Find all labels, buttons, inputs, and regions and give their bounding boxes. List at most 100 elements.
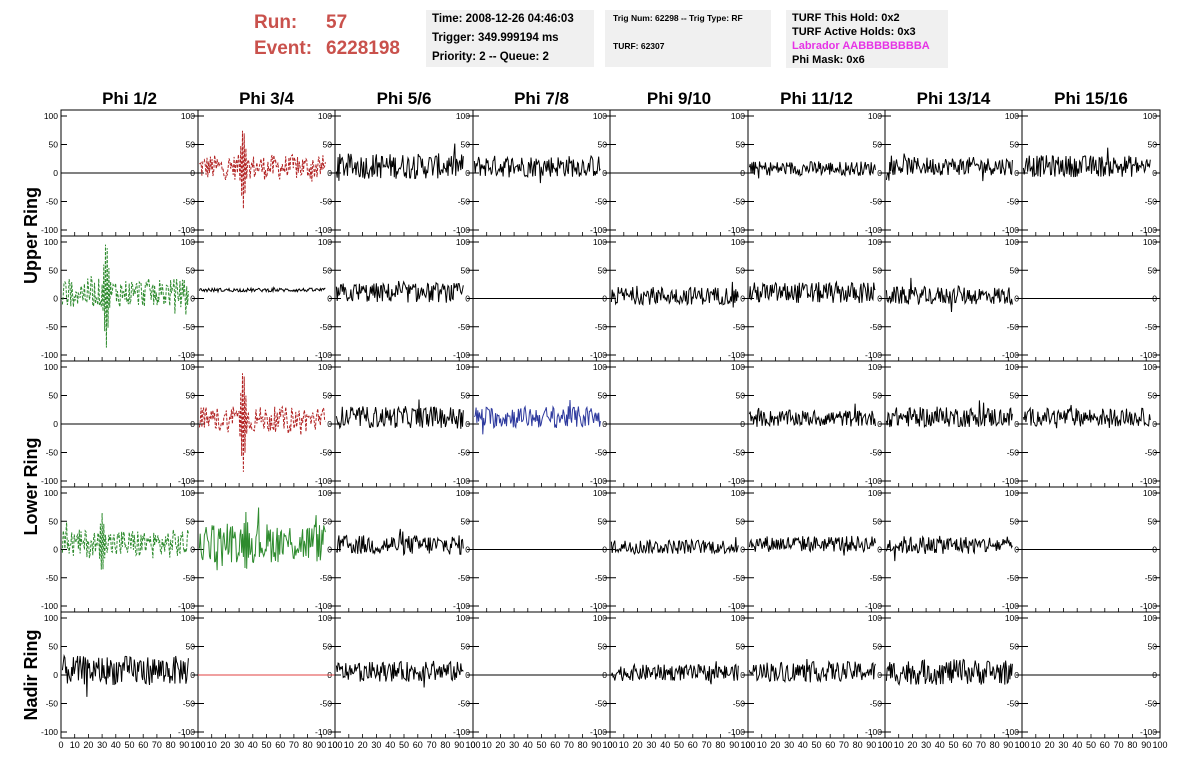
y-tick-label: 100 bbox=[1005, 237, 1019, 247]
y-tick-label: -50 bbox=[1145, 197, 1158, 207]
x-tick-label: 40 bbox=[1072, 740, 1082, 750]
panel-frame bbox=[884, 486, 1023, 613]
y-tick-label: 0 bbox=[190, 670, 195, 680]
y-tick-label: -50 bbox=[458, 322, 471, 332]
y-tick-label: 50 bbox=[736, 140, 746, 150]
waveform-trace bbox=[610, 537, 739, 556]
trigger-info-box: Trig Num: 62298 -- Trig Type: RF TURF: 6… bbox=[605, 10, 771, 67]
x-tick-label: 100 bbox=[327, 740, 342, 750]
turf-text: TURF: 62307 bbox=[613, 41, 665, 51]
x-tick-label: 20 bbox=[1045, 740, 1055, 750]
x-tick-label: 40 bbox=[798, 740, 808, 750]
x-tick-label: 40 bbox=[385, 740, 395, 750]
x-tick-label: 40 bbox=[248, 740, 258, 750]
y-tick-label: 100 bbox=[456, 488, 470, 498]
y-tick-label: -100 bbox=[315, 476, 332, 486]
y-tick-label: -100 bbox=[728, 350, 745, 360]
y-tick-label: -100 bbox=[865, 225, 882, 235]
y-tick-label: 0 bbox=[327, 419, 332, 429]
y-tick-label: 50 bbox=[461, 391, 471, 401]
y-tick-label: 0 bbox=[1014, 294, 1019, 304]
y-tick-label: 50 bbox=[323, 391, 333, 401]
y-tick-label: 100 bbox=[593, 362, 607, 372]
x-tick-label: 90 bbox=[1003, 740, 1013, 750]
waveform-trace bbox=[748, 403, 876, 428]
y-tick-label: -100 bbox=[178, 601, 195, 611]
y-tick-label: 100 bbox=[1143, 362, 1157, 372]
time-info-box: Time: 2008-12-26 04:46:03 Trigger: 349.9… bbox=[426, 10, 594, 67]
y-tick-label: 50 bbox=[736, 265, 746, 275]
x-tick-label: 60 bbox=[1100, 740, 1110, 750]
x-tick-label: 50 bbox=[948, 740, 958, 750]
panel-frame bbox=[334, 611, 474, 739]
waveform-trace bbox=[335, 399, 464, 430]
waveform-trace bbox=[198, 286, 326, 294]
phi-mask-text: Phi Mask: 0x6 bbox=[792, 54, 865, 66]
y-tick-label-left: 0 bbox=[53, 168, 58, 178]
y-tick-label: -100 bbox=[1140, 225, 1157, 235]
y-tick-label: -50 bbox=[870, 573, 883, 583]
event-label: Event: bbox=[254, 38, 313, 59]
y-tick-label: 50 bbox=[461, 516, 471, 526]
turf-info-box: TURF This Hold: 0x2 TURF Active Holds: 0… bbox=[786, 10, 948, 68]
y-tick-label: 50 bbox=[323, 516, 333, 526]
y-tick-label: -50 bbox=[1145, 448, 1158, 458]
x-tick-label: 80 bbox=[1127, 740, 1137, 750]
y-tick-label: 100 bbox=[868, 488, 882, 498]
y-tick-label: 100 bbox=[731, 488, 745, 498]
y-tick-label-left: 50 bbox=[49, 516, 59, 526]
y-tick-label: 100 bbox=[731, 111, 745, 121]
trig-num-text: Trig Num: 62298 -- Trig Type: RF bbox=[613, 13, 743, 23]
x-tick-label: 70 bbox=[152, 740, 162, 750]
waveform-trace bbox=[885, 535, 1013, 562]
y-tick-label-left: -100 bbox=[41, 350, 58, 360]
x-tick-label: 100 bbox=[1152, 740, 1167, 750]
y-tick-label: -100 bbox=[453, 727, 470, 737]
y-tick-label: 50 bbox=[1010, 642, 1020, 652]
priority-text: Priority: 2 -- Queue: 2 bbox=[432, 51, 549, 63]
y-tick-label: 100 bbox=[456, 111, 470, 121]
turf-this-hold-text: TURF This Hold: 0x2 bbox=[792, 12, 900, 24]
y-tick-label: 100 bbox=[181, 488, 195, 498]
y-tick-label: -50 bbox=[1007, 322, 1020, 332]
y-tick-label: -50 bbox=[1007, 448, 1020, 458]
y-tick-label: 100 bbox=[1143, 613, 1157, 623]
y-tick-label: -100 bbox=[590, 601, 607, 611]
y-tick-label: -100 bbox=[453, 476, 470, 486]
x-tick-label: 30 bbox=[234, 740, 244, 750]
y-tick-label: -100 bbox=[1002, 601, 1019, 611]
x-tick-label: 30 bbox=[509, 740, 519, 750]
y-tick-label: -100 bbox=[453, 350, 470, 360]
y-tick-label: -50 bbox=[595, 197, 608, 207]
y-tick-label: 50 bbox=[1148, 642, 1158, 652]
x-tick-label: 10 bbox=[894, 740, 904, 750]
x-tick-label: 20 bbox=[907, 740, 917, 750]
y-tick-label: -100 bbox=[728, 601, 745, 611]
y-tick-label: 100 bbox=[1005, 111, 1019, 121]
y-tick-label: 0 bbox=[877, 294, 882, 304]
y-tick-label: 50 bbox=[186, 391, 196, 401]
y-tick-label: -50 bbox=[1145, 322, 1158, 332]
y-tick-label: -50 bbox=[595, 448, 608, 458]
y-tick-label-left: 100 bbox=[44, 362, 58, 372]
y-tick-label: -50 bbox=[1145, 699, 1158, 709]
panel-frame bbox=[197, 109, 336, 237]
y-tick-label-left: 100 bbox=[44, 488, 58, 498]
y-tick-label: -100 bbox=[728, 727, 745, 737]
y-tick-label-left: -50 bbox=[46, 573, 59, 583]
y-tick-label: 0 bbox=[465, 168, 470, 178]
x-tick-label: 30 bbox=[921, 740, 931, 750]
x-tick-label: 80 bbox=[303, 740, 313, 750]
waveform-trace bbox=[748, 535, 876, 556]
x-tick-label: 0 bbox=[470, 740, 475, 750]
x-tick-label: 0 bbox=[882, 740, 887, 750]
waveform-trace bbox=[1022, 404, 1151, 429]
x-tick-label: 60 bbox=[962, 740, 972, 750]
y-tick-label: -50 bbox=[458, 197, 471, 207]
x-tick-label: 60 bbox=[825, 740, 835, 750]
row-group-label: Nadir Ring bbox=[21, 629, 41, 720]
x-tick-label: 90 bbox=[729, 740, 739, 750]
y-tick-label: -100 bbox=[1002, 350, 1019, 360]
x-tick-label: 10 bbox=[70, 740, 80, 750]
y-tick-label: -50 bbox=[458, 448, 471, 458]
